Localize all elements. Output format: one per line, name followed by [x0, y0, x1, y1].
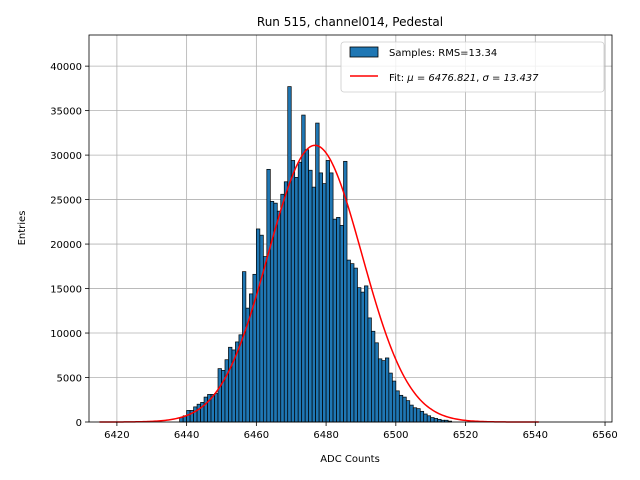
- histogram-bar: [256, 228, 261, 423]
- histogram-bar: [325, 160, 330, 423]
- legend-samples-label: Samples: RMS=13.34: [389, 48, 497, 59]
- histogram-bar: [290, 160, 296, 423]
- y-tick-label: 35000: [50, 107, 82, 118]
- histogram-bar: [409, 404, 414, 423]
- histogram-bar: [276, 210, 282, 423]
- histogram-bar: [416, 408, 421, 423]
- histogram-bars: [179, 86, 452, 423]
- histogram-bar: [430, 417, 435, 423]
- histogram-bar: [262, 256, 268, 423]
- histogram-bar: [329, 172, 334, 423]
- histogram-bar: [381, 360, 386, 423]
- chart-title: Run 515, channel014, Pedestal: [257, 15, 443, 29]
- histogram-bar: [259, 234, 264, 423]
- legend-box: [340, 41, 605, 93]
- histogram-bar: [304, 149, 310, 423]
- legend: Samples: RMS=13.34 Fit: μ = 6476.821, σ …: [340, 41, 605, 93]
- y-tick-label: 10000: [50, 329, 82, 340]
- histogram-bar: [378, 358, 383, 423]
- histogram-bar: [186, 410, 191, 423]
- histogram-bar: [287, 86, 292, 423]
- legend-fit-sigma: σ = 13.437: [482, 73, 539, 84]
- histogram-bar: [217, 368, 222, 423]
- legend-fit-prefix: Fit:: [389, 73, 407, 84]
- histogram-bar: [423, 413, 428, 423]
- x-tick-label: 6420: [104, 430, 129, 441]
- y-tick-label: 5000: [57, 374, 82, 385]
- histogram-bar: [339, 225, 344, 423]
- plot-frame: [88, 34, 613, 423]
- histogram-bar: [346, 259, 351, 423]
- histogram-bar: [433, 418, 439, 423]
- x-tick-label: 6560: [592, 430, 617, 441]
- x-axis-ticks: 6420 6440 6460 6480 6500 6520 6540 6560: [104, 422, 618, 441]
- histogram-bar: [402, 396, 407, 423]
- histogram-bar: [398, 394, 404, 423]
- histogram-bar: [353, 267, 358, 423]
- y-tick-label: 15000: [50, 285, 82, 296]
- histogram-bar: [308, 169, 313, 423]
- histogram-bar: [332, 218, 337, 423]
- y-tick-label: 40000: [50, 62, 82, 73]
- histogram-bar: [322, 183, 327, 423]
- histogram-bar: [193, 406, 198, 423]
- y-axis-label: Entries: [17, 211, 28, 246]
- histogram-bar: [301, 114, 306, 423]
- histogram-bar: [412, 407, 418, 423]
- legend-fit-separator: ,: [476, 73, 482, 84]
- histogram-bar: [367, 317, 372, 423]
- histogram-bar: [196, 403, 201, 423]
- legend-fit-label: Fit: μ = 6476.821, σ = 13.437: [389, 73, 539, 84]
- histogram-bar: [419, 410, 425, 423]
- legend-bar-swatch: [349, 46, 379, 58]
- histogram-bar: [426, 415, 432, 423]
- histogram-bar: [297, 161, 303, 423]
- histogram-bar: [405, 400, 411, 423]
- histogram-bar: [357, 287, 362, 423]
- x-tick-label: 6440: [174, 430, 199, 441]
- histogram-bar: [391, 380, 397, 423]
- histogram-bar: [203, 396, 208, 423]
- histogram-bar: [228, 346, 233, 423]
- histogram-bar: [318, 172, 323, 423]
- histogram-bar: [350, 263, 355, 423]
- x-tick-label: 6500: [383, 430, 408, 441]
- x-tick-label: 6480: [313, 430, 338, 441]
- histogram-bar: [266, 168, 271, 423]
- fit-curve: [99, 144, 539, 423]
- x-axis-label: ADC Counts: [320, 454, 380, 465]
- histogram-bar: [336, 217, 341, 423]
- legend-fit-mu: μ = 6476.821: [406, 73, 476, 84]
- histogram-bar: [214, 393, 219, 423]
- histogram-bar: [294, 176, 299, 423]
- histogram-bar: [315, 122, 320, 423]
- x-tick-label: 6540: [523, 430, 548, 441]
- x-tick-label: 6460: [244, 430, 269, 441]
- histogram-bar: [371, 330, 376, 423]
- histogram-bar: [273, 202, 278, 423]
- histogram-bar: [395, 390, 400, 423]
- histogram-bar: [364, 285, 369, 423]
- histogram-bar: [388, 372, 393, 423]
- histogram-bar: [360, 291, 365, 423]
- y-tick-label: 20000: [50, 240, 82, 251]
- y-tick-label: 25000: [50, 196, 82, 207]
- histogram-bar: [280, 193, 285, 423]
- histogram-bar: [311, 186, 316, 423]
- x-tick-label: 6520: [453, 430, 478, 441]
- histogram-bar: [242, 271, 247, 423]
- histogram-bar: [437, 418, 442, 423]
- y-tick-label: 30000: [50, 151, 82, 162]
- y-tick-label: 0: [76, 418, 82, 429]
- histogram-bar: [385, 357, 390, 423]
- histogram-bar: [224, 359, 229, 423]
- histogram-bar: [283, 181, 289, 423]
- histogram-bar: [374, 342, 379, 423]
- y-axis-ticks: 0 5000 10000 15000 20000 25000 30000 35000 40000: [50, 62, 89, 429]
